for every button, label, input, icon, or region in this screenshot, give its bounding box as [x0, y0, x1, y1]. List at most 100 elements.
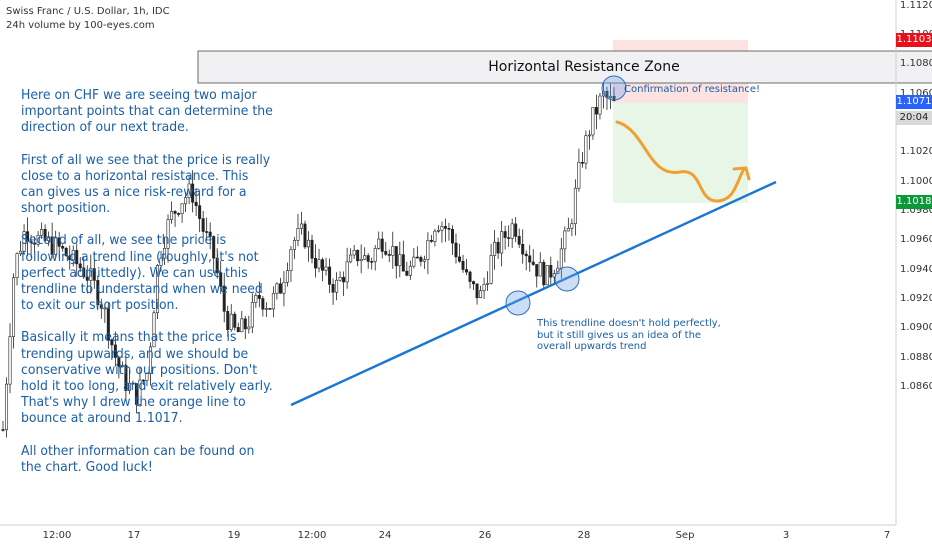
candle-body [222, 285, 226, 312]
candle-body [26, 231, 30, 242]
candle-body [345, 261, 349, 283]
candle-body [275, 283, 279, 294]
candle-body [510, 223, 514, 239]
candle-body [394, 246, 398, 267]
candle-body [542, 261, 546, 286]
candle-body [370, 261, 374, 263]
candle-body [587, 134, 591, 137]
candle-body [549, 265, 553, 278]
candle-body [545, 265, 549, 286]
candle-body [405, 270, 409, 276]
y-tick-label: 1.0860 [900, 381, 932, 393]
candle-body [608, 95, 612, 98]
candle-body [113, 344, 117, 358]
trendline [290, 180, 777, 407]
candle-body [391, 246, 395, 256]
x-tick-label: 17 [127, 530, 141, 541]
candle-body [163, 248, 167, 259]
touch-circle-trend-2 [554, 266, 580, 292]
candle-body [517, 236, 521, 245]
candle-body [68, 255, 72, 261]
chart-header: Swiss Franc / U.S. Dollar, 1h, IDC 24h v… [6, 5, 170, 33]
candle-body [380, 238, 384, 252]
candle-body [422, 259, 426, 262]
candle-body [166, 219, 170, 249]
candle-body [598, 95, 602, 115]
candle-body [363, 255, 367, 260]
candle-body [124, 365, 128, 391]
y-tick-label: 1.0940 [900, 263, 932, 275]
candle-body [89, 268, 93, 281]
candle-body [521, 243, 525, 255]
candle-body [591, 107, 595, 136]
candle-body [36, 235, 40, 245]
candle-body [493, 241, 497, 256]
trendline-annotation: This trendline doesn't hold perfectly, b… [537, 318, 721, 353]
candle-body [503, 231, 507, 238]
touch-circle-resistance [601, 75, 627, 101]
candle-body [531, 261, 535, 265]
candle-body [356, 249, 360, 262]
chart-title: Swiss Franc / U.S. Dollar, 1h, IDC [6, 6, 170, 17]
candle-body [148, 346, 152, 374]
candle-body [282, 281, 286, 294]
candle-body [229, 313, 233, 330]
candle-body [33, 242, 37, 245]
candle-body [117, 357, 121, 367]
candle-body [342, 276, 346, 283]
candle-body [296, 228, 300, 241]
candle-body [486, 282, 490, 285]
price-badge: 20:04 [896, 111, 932, 125]
candle-body [479, 290, 483, 299]
candle-body [82, 267, 86, 278]
candle-body [215, 257, 219, 273]
candle-body [306, 239, 310, 248]
candle-body [507, 237, 511, 239]
candle-body [240, 318, 244, 333]
candle-body [184, 197, 188, 205]
candle-body [264, 308, 268, 310]
x-tick-label: 24 [378, 530, 392, 541]
candlestick-series [1, 82, 616, 438]
candle-body [191, 183, 195, 203]
candle-body [138, 379, 142, 405]
candle-body [57, 237, 61, 247]
candle-body [454, 242, 458, 258]
candle-body [443, 226, 447, 229]
resistance-annotation: Confirmation of resistance! [624, 84, 760, 95]
candle-body [54, 237, 58, 255]
candle-body [321, 259, 325, 271]
candle-body [415, 256, 419, 259]
candle-body [64, 247, 68, 257]
candle-body [594, 107, 598, 115]
candle-body [401, 254, 405, 272]
candle-body [278, 283, 282, 294]
y-tick-label: 1.0960 [900, 234, 932, 246]
y-tick-label: 1.0920 [900, 293, 932, 304]
candle-body [208, 231, 212, 237]
candle-body [465, 269, 469, 273]
candle-body [212, 236, 216, 259]
note-paragraph-1: Here on CHF we are seeing two major impo… [21, 88, 273, 136]
x-tick-label: 12:00 [297, 530, 327, 541]
candle-body [47, 236, 51, 241]
candle-body [247, 326, 251, 330]
candle-body [408, 265, 412, 276]
candle-body [299, 223, 303, 229]
candle-body [233, 313, 237, 328]
candle-body [317, 259, 321, 269]
trendline-annotation-line-3: overall upwards trend [537, 341, 647, 352]
candle-body [134, 383, 138, 405]
candle-body [205, 231, 209, 233]
note-paragraph-4: Basically it means that the price is tre… [21, 330, 273, 427]
y-tick-label: 1.0980 [900, 204, 932, 216]
candle-body [156, 265, 160, 314]
candle-body [475, 283, 479, 299]
candle-body [285, 270, 289, 283]
candle-body [468, 271, 472, 282]
y-tick-label: 1.1080 [900, 58, 932, 70]
candle-body [314, 257, 318, 269]
resistance-zone-label: Horizontal Resistance Zone [488, 59, 680, 75]
candle-body [236, 327, 240, 333]
